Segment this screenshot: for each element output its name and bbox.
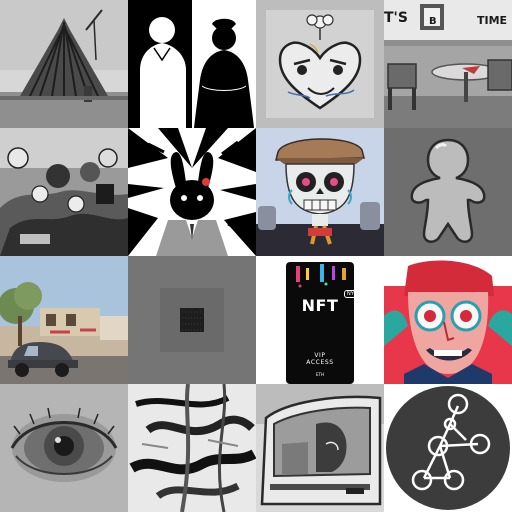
tile-heart-face-drawing[interactable]: [256, 0, 384, 128]
nft-vip-card-bg: [256, 256, 384, 384]
diner-interior: [384, 0, 512, 128]
tile-cathedral-construction[interactable]: [0, 0, 128, 128]
nft-vip-line1: VIP: [314, 352, 326, 359]
nft-footer: ETH: [316, 372, 324, 377]
diner-sign-middle: B: [429, 16, 437, 27]
eye-closeup: [0, 384, 128, 512]
nft-title: NFT: [301, 296, 339, 315]
street-beetle-car: [0, 256, 128, 384]
tile-dark-square[interactable]: [128, 256, 256, 384]
nft-vip-line2: ACCESS: [306, 359, 334, 366]
tile-skull-flatcap[interactable]: [256, 128, 384, 256]
skull-flatcap-graveyard: [256, 128, 384, 256]
tile-abstract-brushstrokes[interactable]: [128, 384, 256, 512]
tile-diner-interior[interactable]: T'S B TIME: [384, 0, 512, 128]
heart-face-drawing: [256, 0, 384, 128]
tile-gingerbread[interactable]: [384, 128, 512, 256]
tile-nft-card[interactable]: NFT NYC VIP ACCESS ETH: [256, 256, 384, 384]
tile-monochrome-crowd[interactable]: [0, 128, 128, 256]
small-dark-square: [128, 256, 256, 384]
tile-eye-closeup[interactable]: [0, 384, 128, 512]
couple-silhouettes: [128, 0, 256, 128]
cathedral-construction-photo: [0, 0, 128, 128]
network-graph-logo: [384, 384, 512, 512]
tile-car-window[interactable]: [256, 384, 384, 512]
tile-psychedelic-face[interactable]: [384, 256, 512, 384]
nft-vip-label: VIP ACCESS: [286, 352, 354, 366]
gingerbread-silhouette: [384, 128, 512, 256]
abstract-brushstrokes: [128, 384, 256, 512]
diner-sign-left: T'S: [384, 10, 408, 26]
car-window-interior: [256, 384, 384, 512]
tile-network-logo[interactable]: [384, 384, 512, 512]
nft-badge: NYC: [344, 290, 361, 298]
tile-couple-silhouettes[interactable]: [128, 0, 256, 128]
diner-sign-right: TIME: [477, 14, 508, 27]
rabbit-head-op-art: [128, 128, 256, 256]
tile-rabbit-op-art[interactable]: [128, 128, 256, 256]
psychedelic-face: [384, 256, 512, 384]
tile-street-beetle[interactable]: [0, 256, 128, 384]
monochrome-crowd-collage: [0, 128, 128, 256]
